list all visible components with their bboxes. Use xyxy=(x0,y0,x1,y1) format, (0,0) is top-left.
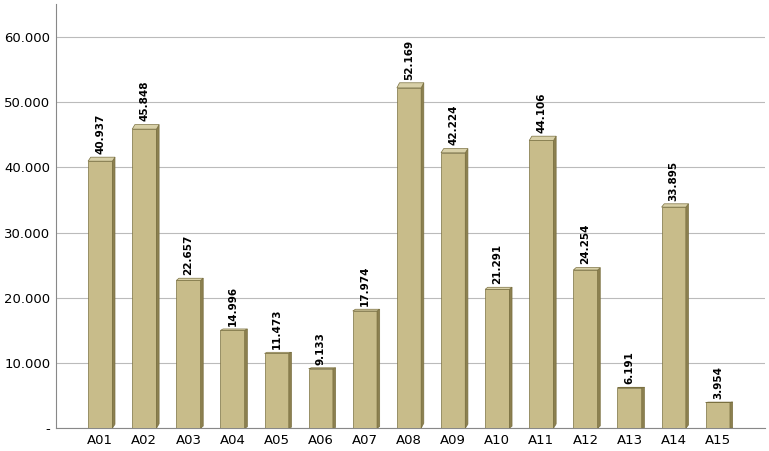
Polygon shape xyxy=(353,309,380,311)
Polygon shape xyxy=(641,387,644,428)
Text: 44.106: 44.106 xyxy=(536,92,546,133)
Text: 33.895: 33.895 xyxy=(669,161,679,201)
Bar xyxy=(265,354,289,428)
Polygon shape xyxy=(598,267,601,428)
Polygon shape xyxy=(441,149,468,153)
Text: 24.254: 24.254 xyxy=(581,224,591,264)
Bar xyxy=(176,281,201,428)
Bar xyxy=(706,402,730,428)
Polygon shape xyxy=(245,329,248,428)
Polygon shape xyxy=(397,83,424,88)
Polygon shape xyxy=(201,278,203,428)
Bar xyxy=(529,141,554,428)
Polygon shape xyxy=(176,278,203,281)
Polygon shape xyxy=(112,157,115,428)
Polygon shape xyxy=(465,149,468,428)
Polygon shape xyxy=(421,83,424,428)
Bar xyxy=(574,270,598,428)
Polygon shape xyxy=(661,204,688,207)
Text: 22.657: 22.657 xyxy=(184,235,194,275)
Bar xyxy=(308,368,333,428)
Bar xyxy=(661,207,686,428)
Bar xyxy=(618,388,641,428)
Text: 9.133: 9.133 xyxy=(316,331,326,364)
Text: 11.473: 11.473 xyxy=(271,308,281,349)
Polygon shape xyxy=(265,352,291,354)
Polygon shape xyxy=(730,402,733,428)
Text: 40.937: 40.937 xyxy=(95,114,105,154)
Bar xyxy=(485,290,509,428)
Polygon shape xyxy=(509,287,512,428)
Polygon shape xyxy=(574,267,601,270)
Polygon shape xyxy=(156,124,159,428)
Polygon shape xyxy=(289,352,291,428)
Text: 52.169: 52.169 xyxy=(404,39,414,79)
Polygon shape xyxy=(485,287,512,290)
Text: 21.291: 21.291 xyxy=(492,244,502,284)
Bar xyxy=(397,88,421,428)
Polygon shape xyxy=(554,136,556,428)
Polygon shape xyxy=(88,157,115,161)
Polygon shape xyxy=(377,309,380,428)
Bar xyxy=(441,153,465,428)
Polygon shape xyxy=(333,368,335,428)
Bar xyxy=(132,129,156,428)
Polygon shape xyxy=(618,387,644,388)
Text: 3.954: 3.954 xyxy=(713,366,723,399)
Polygon shape xyxy=(529,136,556,141)
Text: 42.224: 42.224 xyxy=(448,105,458,145)
Text: 6.191: 6.191 xyxy=(624,351,634,384)
Polygon shape xyxy=(132,124,159,129)
Text: 45.848: 45.848 xyxy=(139,81,149,121)
Bar xyxy=(221,331,245,428)
Polygon shape xyxy=(221,329,248,331)
Bar xyxy=(353,311,377,428)
Polygon shape xyxy=(686,204,688,428)
Text: 14.996: 14.996 xyxy=(228,285,238,326)
Text: 17.974: 17.974 xyxy=(360,266,370,306)
Bar xyxy=(88,161,112,428)
